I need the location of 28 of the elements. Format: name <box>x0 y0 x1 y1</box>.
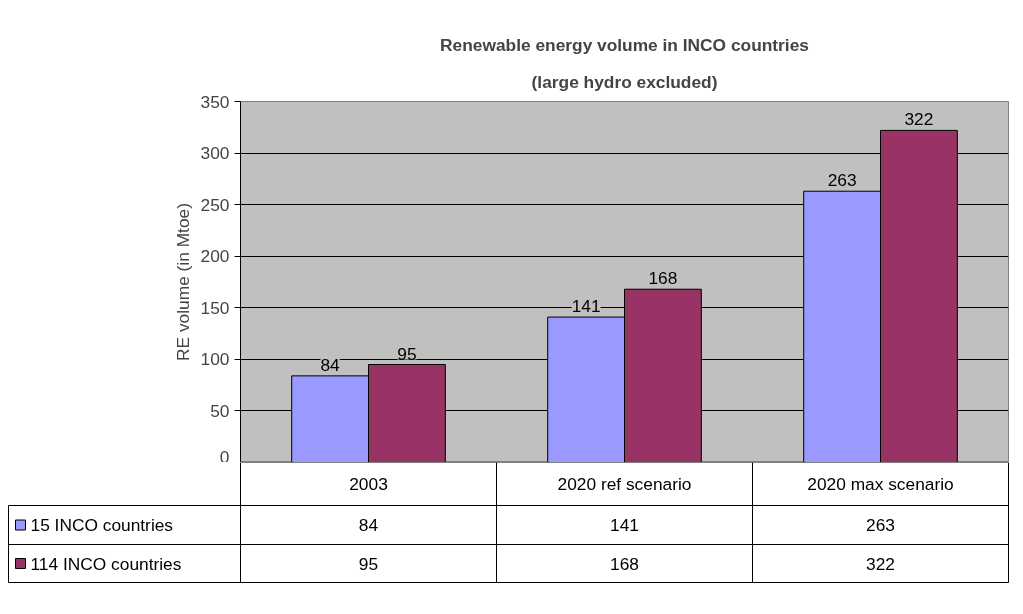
data-label: 322 <box>904 109 934 130</box>
y-tick-label: 50 <box>210 400 230 421</box>
text: 95 <box>358 553 379 574</box>
chart-title: Renewable energy volume in INCO countries <box>440 34 809 55</box>
y-axis-title: RE volume (in Mtoe) <box>172 203 193 361</box>
data-label: 168 <box>648 268 678 289</box>
y-tick-label: 0 <box>219 446 230 467</box>
chart-subtitle: (large hydro excluded) <box>531 71 718 92</box>
x-tick-label: 2020 max scenario <box>807 473 954 494</box>
y-tick-label: 150 <box>200 297 230 318</box>
data-label: 263 <box>827 170 857 191</box>
legend-label: 15 INCO countries <box>30 515 174 535</box>
text: 141 <box>610 515 639 535</box>
legend-label: 114 INCO countries <box>30 553 182 574</box>
y-tick-label: 200 <box>200 246 230 267</box>
text: 322 <box>866 553 895 574</box>
text: 84 <box>358 515 379 535</box>
x-tick-label: 2003 <box>349 473 388 494</box>
data-label: 141 <box>571 296 601 317</box>
data-label: 95 <box>397 343 417 364</box>
data-label: 84 <box>320 354 341 375</box>
x-tick-label: 2020 ref scenario <box>557 473 692 494</box>
y-tick-label: 100 <box>200 349 230 370</box>
text: 168 <box>610 553 639 574</box>
y-tick-label: 250 <box>200 194 230 215</box>
y-tick-label: 300 <box>200 143 230 164</box>
text: 263 <box>866 515 895 535</box>
y-tick-label: 350 <box>200 91 230 112</box>
